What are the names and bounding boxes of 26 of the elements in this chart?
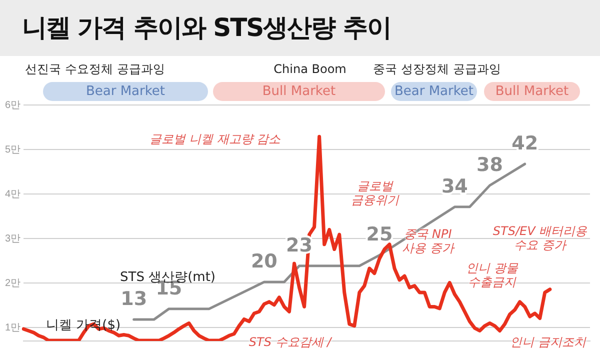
text: China Boom [274, 62, 346, 77]
annotation: STS/EV 배터리용 수요 증가 [492, 224, 588, 253]
y-tick-label: 4만 [5, 188, 21, 200]
data-label: 20 [250, 250, 278, 272]
text: 선진국 수요정체 공급과잉 [25, 62, 165, 77]
annotation: 글로벌 금융위기 [351, 179, 399, 208]
text: Bull Market [213, 82, 385, 101]
data-label: 34 [441, 175, 468, 198]
text: Bear Market [43, 82, 208, 101]
annotation: 글로벌 니켈 재고량 감소 [149, 132, 281, 147]
data-label: 13 [120, 288, 148, 310]
data-label: 42 [512, 132, 538, 154]
chart-title: 니켈 가격 추이와 STS생산량 추이 [0, 0, 600, 56]
text: Bear Market [391, 82, 477, 101]
annotation: STS 수요감세 / [248, 335, 332, 350]
text: 중국 성장정체 공급과잉 [373, 62, 501, 77]
y-tick-label: 3만 [5, 233, 21, 244]
data-label: 38 [476, 154, 503, 176]
y-tick-label: 2만 [5, 278, 21, 289]
annotation: 인니 금지조치 [510, 335, 586, 350]
y-tick-label: 5만 [5, 144, 21, 156]
data-label: 25 [366, 224, 393, 246]
y-tick-label: 6만 [5, 100, 21, 111]
annotation: 인니 광물 수출금지 [466, 261, 518, 290]
y-tick-label: 1만 [5, 322, 21, 334]
text: Bull Market [484, 82, 580, 101]
